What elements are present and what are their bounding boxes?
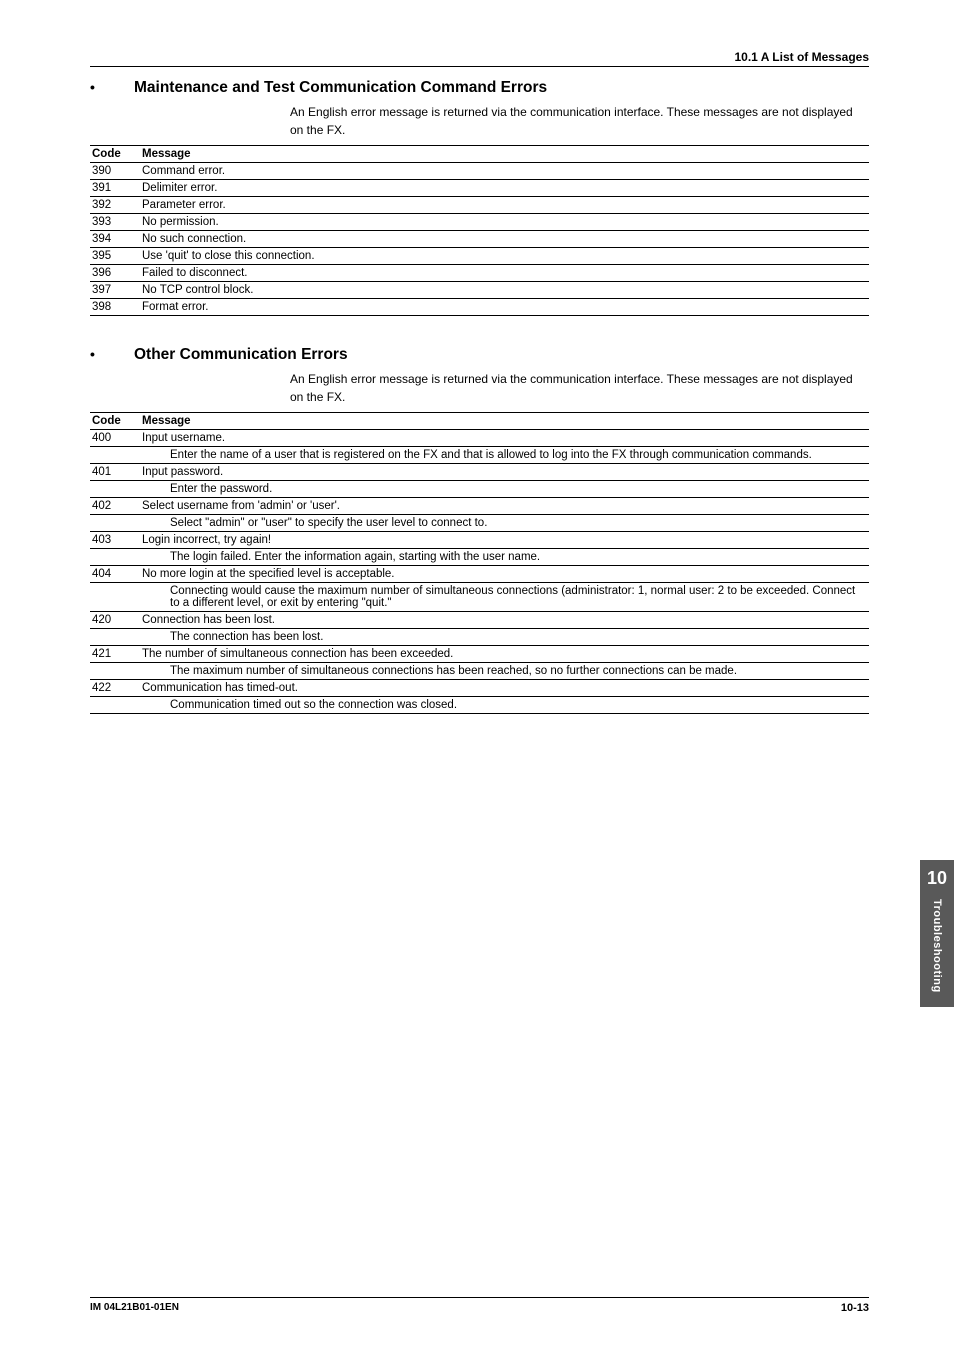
table-cell-msg: Input password.: [140, 464, 869, 481]
table-cell-code: 396: [90, 265, 140, 282]
table-cell-msg: Login incorrect, try again!: [140, 532, 869, 549]
table-cell-code: 403: [90, 532, 140, 549]
table-cell-empty: [90, 663, 140, 680]
bullet-icon: •: [90, 80, 134, 94]
section1-intro: An English error message is returned via…: [290, 103, 869, 139]
table-cell-msg: Parameter error.: [140, 197, 869, 214]
chapter-tab: 10 Troubleshooting: [920, 860, 954, 1007]
section1-table: Code Message 390Command error.391Delimit…: [90, 145, 869, 316]
table-cell-msg: Command error.: [140, 163, 869, 180]
table-cell-empty: [90, 515, 140, 532]
table-cell-code: 400: [90, 430, 140, 447]
section1-title: Maintenance and Test Communication Comma…: [134, 79, 547, 97]
table-cell-code: 401: [90, 464, 140, 481]
table-cell-msg: The number of simultaneous connection ha…: [140, 646, 869, 663]
table-cell-code: 420: [90, 612, 140, 629]
table-cell-msg: No TCP control block.: [140, 282, 869, 299]
table-cell-code: 395: [90, 248, 140, 265]
table-cell-msg: Failed to disconnect.: [140, 265, 869, 282]
section2-intro: An English error message is returned via…: [290, 370, 869, 406]
footer-doc-id: IM 04L21B01-01EN: [90, 1302, 179, 1314]
bullet-icon: •: [90, 347, 134, 361]
table-cell-code: 393: [90, 214, 140, 231]
section2-title: Other Communication Errors: [134, 346, 348, 364]
table-cell-code: 398: [90, 299, 140, 316]
table-cell-code: 422: [90, 680, 140, 697]
table-cell-code: 404: [90, 566, 140, 583]
page-footer: IM 04L21B01-01EN 10-13: [90, 1297, 869, 1314]
section1-head-code: Code: [90, 146, 140, 163]
table-cell-desc: Enter the password.: [140, 481, 869, 498]
table-cell-msg: Connection has been lost.: [140, 612, 869, 629]
table-cell-code: 394: [90, 231, 140, 248]
header-section-ref: 10.1 A List of Messages: [90, 50, 869, 67]
section2-head-msg: Message: [140, 413, 869, 430]
table-cell-msg: No more login at the specified level is …: [140, 566, 869, 583]
table-cell-empty: [90, 447, 140, 464]
table-cell-empty: [90, 481, 140, 498]
table-cell-msg: Delimiter error.: [140, 180, 869, 197]
table-cell-empty: [90, 629, 140, 646]
table-cell-desc: Enter the name of a user that is registe…: [140, 447, 869, 464]
table-cell-msg: No permission.: [140, 214, 869, 231]
table-cell-desc: Communication timed out so the connectio…: [140, 697, 869, 714]
chapter-number: 10: [920, 868, 954, 889]
table-cell-code: 397: [90, 282, 140, 299]
table-cell-code: 391: [90, 180, 140, 197]
table-cell-desc: Select "admin" or "user" to specify the …: [140, 515, 869, 532]
table-cell-desc: Connecting would cause the maximum numbe…: [140, 583, 869, 612]
table-cell-empty: [90, 697, 140, 714]
table-cell-code: 392: [90, 197, 140, 214]
table-cell-msg: No such connection.: [140, 231, 869, 248]
section2-table: Code Message 400Input username. Enter th…: [90, 412, 869, 714]
table-cell-msg: Communication has timed-out.: [140, 680, 869, 697]
table-cell-msg: Format error.: [140, 299, 869, 316]
table-cell-empty: [90, 583, 140, 612]
table-cell-code: 421: [90, 646, 140, 663]
table-cell-msg: Use 'quit' to close this connection.: [140, 248, 869, 265]
section2-head-code: Code: [90, 413, 140, 430]
chapter-label: Troubleshooting: [931, 899, 943, 993]
table-cell-msg: Input username.: [140, 430, 869, 447]
table-cell-msg: Select username from 'admin' or 'user'.: [140, 498, 869, 515]
section1-head-msg: Message: [140, 146, 869, 163]
footer-page-num: 10-13: [841, 1302, 869, 1314]
table-cell-empty: [90, 549, 140, 566]
table-cell-desc: The maximum number of simultaneous conne…: [140, 663, 869, 680]
table-cell-desc: The connection has been lost.: [140, 629, 869, 646]
table-cell-desc: The login failed. Enter the information …: [140, 549, 869, 566]
table-cell-code: 402: [90, 498, 140, 515]
table-cell-code: 390: [90, 163, 140, 180]
